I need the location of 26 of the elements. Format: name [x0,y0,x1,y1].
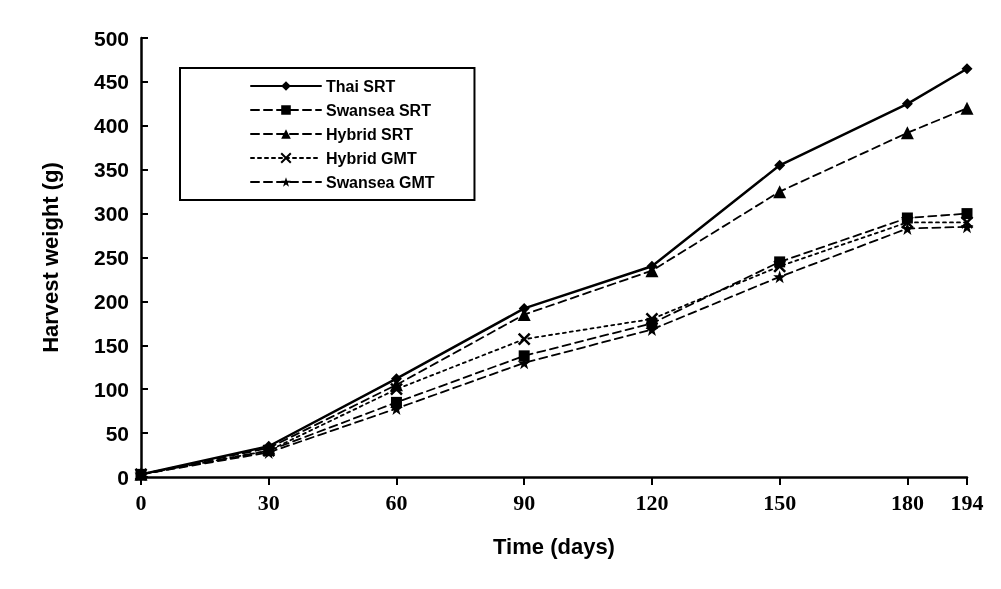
y-tick-label: 300 [93,202,129,226]
x-tick-label: 60 [385,489,408,515]
y-tick-label: 350 [93,158,129,182]
y-tick-label: 100 [93,377,129,401]
x-tick-label: 150 [763,489,797,515]
x-tick-label: 0 [135,489,147,515]
legend-label: Thai SRT [326,77,396,95]
legend-label: Hybrid GMT [326,149,417,167]
y-tick-label: 500 [93,26,129,50]
y-axis-title: Harvest weight (g) [37,162,63,353]
y-tick-label: 50 [105,421,129,445]
legend-label: Swansea GMT [326,173,435,191]
x-axis-title: Time (days) [493,533,615,559]
x-tick-label: 180 [890,489,924,515]
x-tick-label: 30 [257,489,280,515]
y-tick-label: 200 [93,289,129,313]
x-tick-label: 90 [513,489,536,515]
y-tick-label: 400 [93,114,129,138]
legend-label: Swansea SRT [326,101,432,119]
legend-label: Hybrid SRT [326,125,414,143]
y-tick-label: 250 [93,246,129,269]
y-tick-label: 450 [93,70,129,94]
x-tick-label: 120 [635,489,669,515]
y-tick-label: 0 [117,465,129,489]
x-tick-label: 194 [950,489,984,515]
y-tick-label: 150 [93,333,129,357]
